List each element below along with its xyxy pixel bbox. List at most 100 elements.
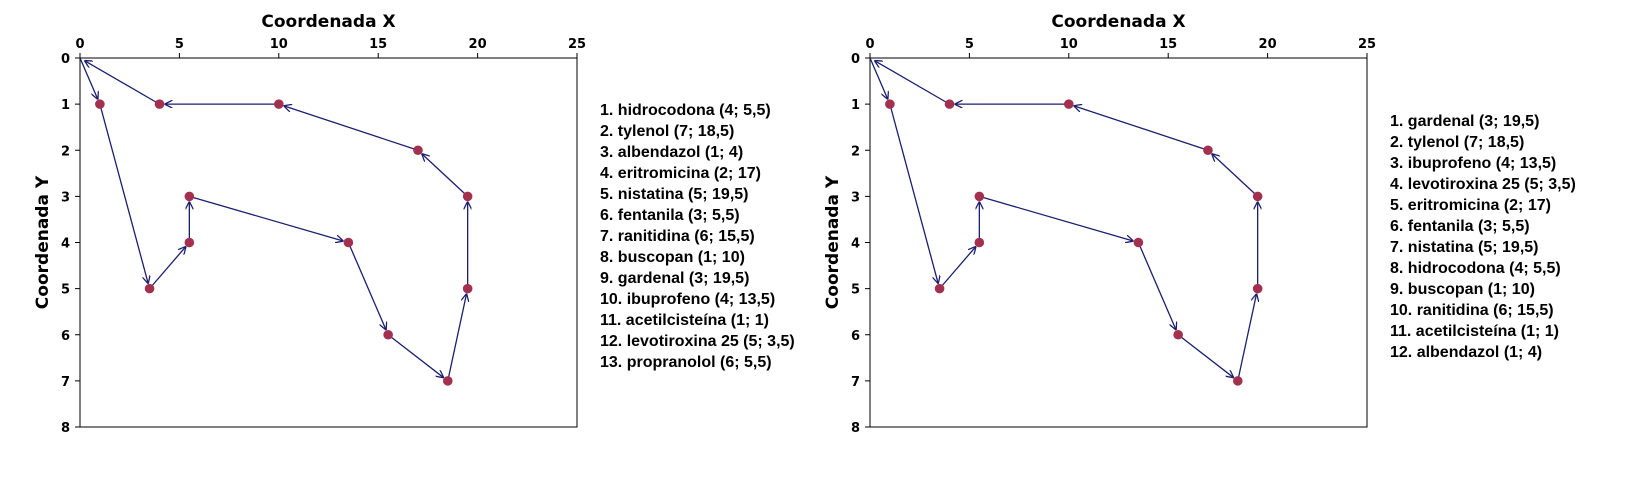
data-point [974, 191, 985, 202]
x-tick-label: 0 [865, 37, 874, 52]
legend-entry: 4. levotiroxina 25 (5; 3,5) [1390, 176, 1576, 193]
x-axis-label: Coordenada X [261, 12, 395, 32]
route-arrow [189, 195, 343, 241]
y-tick-label: 0 [61, 52, 70, 67]
legend-entry: 7. ranitidina (6; 15,5) [600, 228, 755, 245]
legend-entry: 1. hidrocodona (4; 5,5) [600, 102, 771, 119]
x-tick-label: 25 [1358, 37, 1376, 52]
y-tick-label: 2 [851, 144, 860, 159]
legend-chart-2: 1. gardenal (3; 19,5) 2. tylenol (7; 18,5… [1390, 111, 1576, 363]
y-axis-label: Coordenada Y [33, 175, 53, 309]
legend-entry: 4. eritromicina (2; 17) [600, 165, 761, 182]
y-tick-label: 2 [61, 144, 70, 159]
legend-entry: 2. tylenol (7; 18,5) [600, 123, 735, 140]
data-point [413, 145, 423, 156]
route-arrow [1177, 334, 1234, 378]
data-point [462, 191, 473, 202]
data-point [1252, 191, 1263, 202]
data-point [274, 99, 284, 109]
legend-entry: 2. tylenol (7; 18,5) [1390, 134, 1525, 151]
route-arrow [1074, 106, 1209, 151]
y-tick-label: 5 [61, 283, 70, 298]
data-point [1252, 283, 1263, 294]
data-point [1173, 329, 1183, 340]
data-point [1203, 145, 1213, 156]
x-tick-label: 10 [1060, 37, 1078, 52]
legend-entry: 10. ibuprofeno (4; 13,5) [600, 291, 776, 308]
legend-entry: 3. ibuprofeno (4; 13,5) [1390, 155, 1557, 172]
route-arrow [387, 334, 444, 378]
plot-frame [869, 57, 1368, 428]
legend-entry: 3. albendazol (1; 4) [600, 144, 744, 161]
x-tick-label: 20 [1259, 37, 1277, 52]
route-arrow [347, 242, 386, 331]
y-tick-label: 0 [851, 52, 860, 67]
legend-entry: 11. acetilcisteína (1; 1) [600, 312, 769, 329]
route-arrow [874, 61, 950, 105]
y-tick-label: 1 [851, 98, 860, 113]
legend-entry: 11. acetilcisteína (1; 1) [1390, 323, 1559, 340]
data-point [184, 191, 195, 202]
y-tick-label: 4 [851, 237, 860, 252]
y-tick-label: 3 [61, 190, 70, 205]
y-tick-label: 5 [851, 283, 860, 298]
data-point [934, 283, 945, 294]
route-arrow [284, 106, 419, 151]
y-tick-label: 4 [61, 237, 70, 252]
legend-entry: 8. buscopan (1; 10) [600, 249, 745, 266]
y-tick-label: 1 [61, 98, 70, 113]
y-tick-label: 3 [851, 190, 860, 205]
plot-frame [79, 57, 578, 428]
data-point [442, 376, 453, 386]
route-arrow [79, 57, 98, 100]
x-tick-label: 15 [1159, 37, 1177, 52]
y-tick-label: 8 [851, 421, 860, 436]
route-chart-2: 0 5 10 15 20 25 0 1 2 3 4 5 6 7 8 Coordenada X Coordenad… [823, 12, 1376, 436]
legend-entry: 10. ranitidina (6; 15,5) [1390, 302, 1554, 319]
x-tick-label: 5 [175, 37, 184, 52]
route-arrow [422, 154, 469, 197]
route-arrow [939, 246, 976, 290]
data-point [462, 283, 473, 294]
x-tick-label: 10 [270, 37, 288, 52]
route-chart-1: 0 5 10 15 20 25 0 1 2 3 4 5 6 7 8 Coordenada X Coordenad… [33, 12, 586, 436]
y-axis-label: Coordenada Y [823, 175, 843, 309]
data-point [1232, 376, 1243, 386]
legend-chart-1: 1. hidrocodona (4; 5,5) 2. tylenol (7; 18… [600, 100, 795, 373]
data-point [184, 237, 195, 248]
legend-entry: 7. nistatina (5; 19,5) [1390, 239, 1539, 256]
legend-entry: 9. buscopan (1; 10) [1390, 281, 1535, 298]
x-tick-label: 25 [568, 37, 586, 52]
data-point [885, 99, 895, 109]
y-tick-label: 7 [851, 375, 860, 390]
y-tick-label: 8 [61, 421, 70, 436]
route-arrow [1237, 294, 1257, 382]
route-arrow [149, 246, 186, 290]
data-point [144, 283, 155, 294]
legend-entry: 12. albendazol (1; 4) [1390, 344, 1543, 361]
route-arrow [889, 103, 938, 284]
legend-entry: 8. hidrocodona (4; 5,5) [1390, 260, 1561, 277]
data-point [974, 237, 985, 248]
data-point [383, 329, 393, 340]
x-tick-label: 5 [965, 37, 974, 52]
route-arrow [979, 195, 1133, 241]
data-point [1064, 99, 1074, 109]
route-arrow [447, 294, 467, 382]
x-tick-label: 0 [75, 37, 84, 52]
route-arrow [99, 103, 148, 284]
legend-entry: 12. levotiroxina 25 (5; 3,5) [600, 333, 795, 350]
y-tick-label: 7 [61, 375, 70, 390]
x-axis-label: Coordenada X [1051, 12, 1185, 32]
data-point [343, 237, 354, 248]
legend-entry: 5. nistatina (5; 19,5) [600, 186, 749, 203]
route-arrow [1212, 154, 1259, 197]
data-point [95, 99, 105, 109]
x-tick-label: 15 [369, 37, 387, 52]
y-tick-label: 6 [851, 329, 860, 344]
legend-entry: 13. propranolol (6; 5,5) [600, 354, 772, 371]
data-point [1133, 237, 1144, 248]
x-tick-label: 20 [469, 37, 487, 52]
route-arrow [1137, 242, 1176, 331]
